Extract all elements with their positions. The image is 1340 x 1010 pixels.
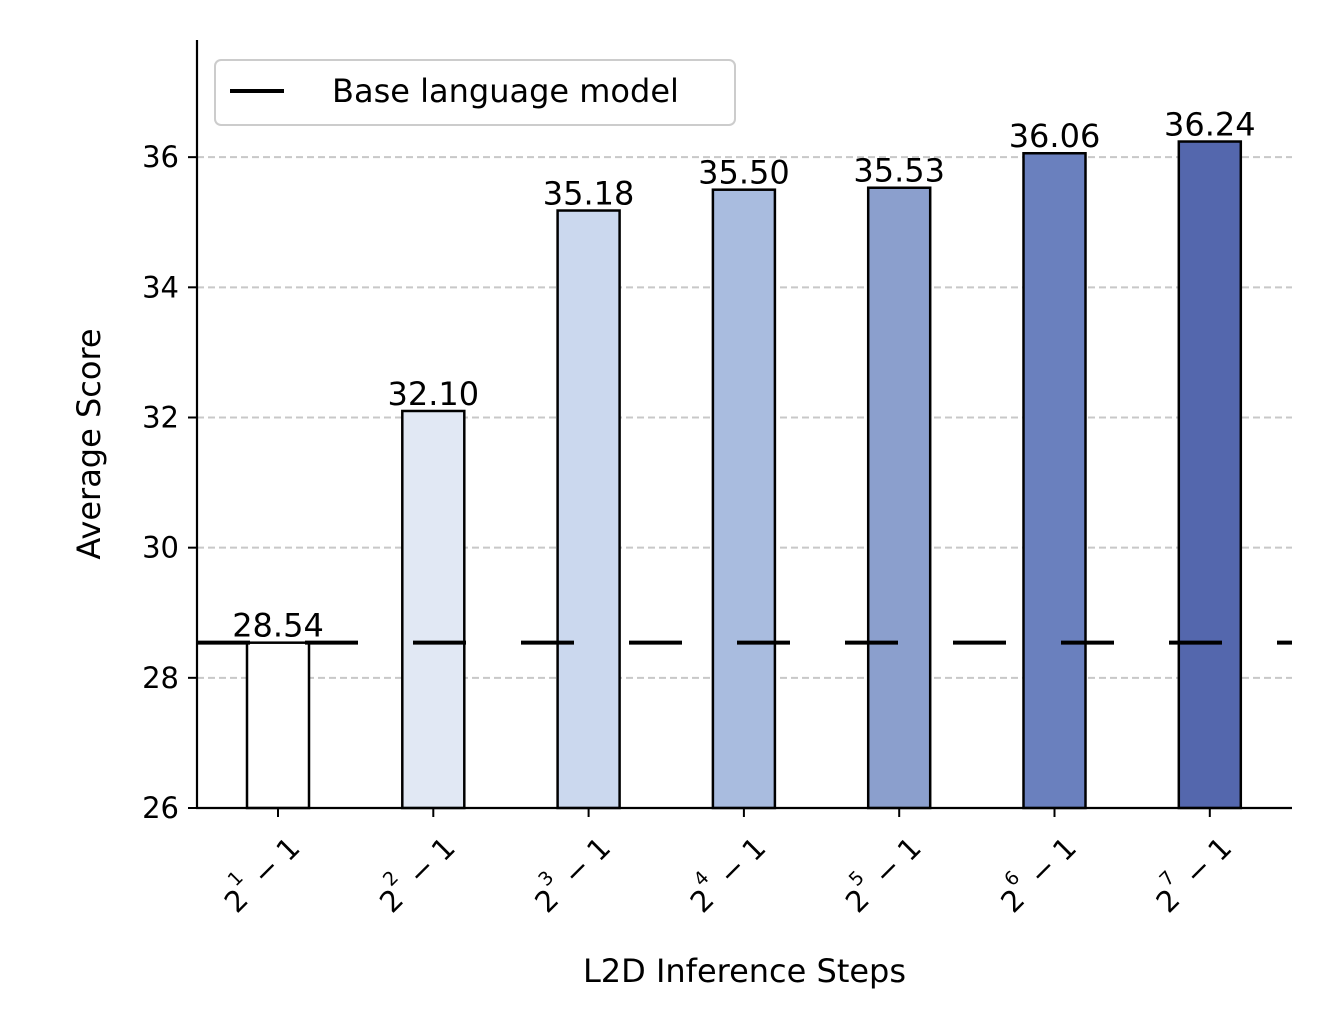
bar-1 <box>245 641 311 810</box>
x-tick-suffix: − 1 <box>860 830 927 897</box>
x-tick-suffix: − 1 <box>1015 830 1082 897</box>
y-tick-label-26: 26 <box>142 791 179 825</box>
x-tick-label-7: 27 − 1 <box>1142 823 1238 919</box>
y-tick-label-36: 36 <box>142 140 179 174</box>
x-tick-label-6: 26 − 1 <box>987 823 1083 919</box>
bar-5 <box>866 186 932 810</box>
x-tick-suffix: − 1 <box>239 830 306 897</box>
bar-2 <box>401 409 466 810</box>
x-tick-suffix: − 1 <box>1171 830 1238 897</box>
x-tick-label-3: 23 − 1 <box>521 823 617 919</box>
bar-value-label-4: 35.50 <box>698 154 790 192</box>
y-tick-label-28: 28 <box>142 661 179 695</box>
bar-value-label-5: 35.53 <box>853 152 945 190</box>
x-tick-label-group-1: 21 − 1 <box>210 823 306 919</box>
y-tick-label-32: 32 <box>142 400 179 434</box>
x-tick-label-4: 24 − 1 <box>676 823 772 919</box>
x-tick-label-group-6: 26 − 1 <box>987 823 1083 919</box>
bar-value-label-1: 28.54 <box>232 607 324 645</box>
y-tick-label-30: 30 <box>142 531 179 565</box>
bar-value-label-2: 32.10 <box>387 375 479 413</box>
bar-value-label-7: 36.24 <box>1164 106 1256 144</box>
x-tick-label-group-3: 23 − 1 <box>521 823 617 919</box>
bar-3 <box>556 209 621 810</box>
x-tick-label-group-2: 22 − 1 <box>366 823 462 919</box>
x-tick-label-2: 22 − 1 <box>366 823 462 919</box>
bar-value-label-6: 36.06 <box>1009 117 1101 155</box>
bar-7 <box>1177 140 1243 810</box>
x-tick-label-5: 25 − 1 <box>831 823 927 919</box>
legend-label: Base language model <box>332 72 679 110</box>
x-tick-label-1: 21 − 1 <box>210 823 306 919</box>
x-tick-label-group-4: 24 − 1 <box>676 823 772 919</box>
x-tick-suffix: − 1 <box>394 830 461 897</box>
x-tick-label-group-5: 25 − 1 <box>831 823 928 919</box>
x-tick-suffix: − 1 <box>705 830 772 897</box>
y-axis-title: Average Score <box>70 328 108 559</box>
bar-4 <box>711 188 777 810</box>
x-axis-title: L2D Inference Steps <box>583 952 906 990</box>
bar-value-label-3: 35.18 <box>543 175 635 213</box>
x-tick-suffix: − 1 <box>550 830 617 897</box>
y-tick-label-34: 34 <box>142 270 179 304</box>
x-tick-label-group-7: 27 − 1 <box>1142 823 1238 919</box>
bar-6 <box>1022 151 1087 810</box>
legend-box <box>214 59 736 126</box>
